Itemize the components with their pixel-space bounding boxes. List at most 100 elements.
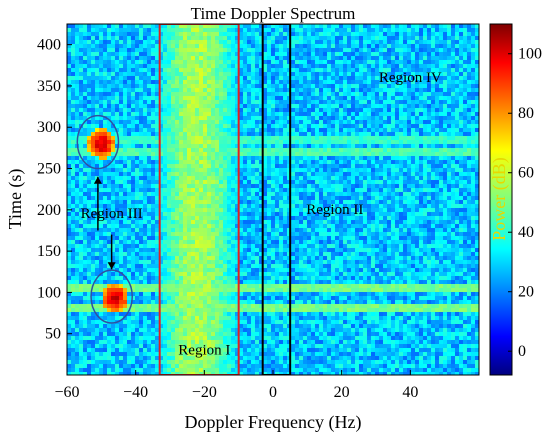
heatmap-cell: [395, 124, 399, 128]
heatmap-cell: [303, 80, 307, 84]
heatmap-cell: [439, 196, 443, 200]
heatmap-cell: [363, 196, 367, 200]
heatmap-cell: [367, 164, 371, 168]
heatmap-cell: [95, 56, 99, 60]
heatmap-cell: [267, 188, 271, 192]
heatmap-cell: [131, 204, 135, 208]
heatmap-cell: [75, 108, 79, 112]
heatmap-cell: [371, 112, 375, 116]
heatmap-cell: [183, 60, 187, 64]
heatmap-cell: [171, 136, 175, 140]
heatmap-cell: [447, 24, 451, 28]
heatmap-cell: [395, 56, 399, 60]
heatmap-cell: [399, 152, 403, 156]
heatmap-cell: [463, 188, 467, 192]
heatmap-cell: [391, 44, 395, 48]
heatmap-cell: [227, 68, 231, 72]
heatmap-cell: [459, 48, 463, 52]
heatmap-cell: [191, 60, 195, 64]
heatmap-cell: [375, 128, 379, 132]
heatmap-cell: [235, 176, 239, 180]
heatmap-cell: [251, 56, 255, 60]
heatmap-cell: [467, 152, 471, 156]
heatmap-cell: [287, 68, 291, 72]
heatmap-cell: [351, 140, 355, 144]
heatmap-cell: [367, 180, 371, 184]
heatmap-cell: [255, 76, 259, 80]
heatmap-cell: [287, 116, 291, 120]
heatmap-cell: [203, 204, 207, 208]
heatmap-cell: [199, 56, 203, 60]
heatmap-cell: [79, 56, 83, 60]
heatmap-cell: [463, 168, 467, 172]
heatmap-cell: [411, 172, 415, 176]
heatmap-cell: [443, 36, 447, 40]
heatmap-cell: [235, 100, 239, 104]
heatmap-cell: [291, 56, 295, 60]
heatmap-cell: [199, 24, 203, 28]
heatmap-cell: [291, 184, 295, 188]
heatmap-cell: [159, 128, 163, 132]
heatmap-cell: [211, 28, 215, 32]
heatmap-cell: [319, 64, 323, 68]
heatmap-cell: [111, 164, 115, 168]
heatmap-cell: [79, 24, 83, 28]
heatmap-cell: [327, 132, 331, 136]
heatmap-cell: [295, 200, 299, 204]
heatmap-cell: [147, 64, 151, 68]
heatmap-cell: [199, 120, 203, 124]
heatmap-cell: [71, 52, 75, 56]
heatmap-cell: [219, 84, 223, 88]
heatmap-cell: [379, 160, 383, 164]
heatmap-cell: [195, 208, 199, 212]
heatmap-cell: [127, 60, 131, 64]
heatmap-cell: [387, 184, 391, 188]
heatmap-cell: [143, 44, 147, 48]
heatmap-cell: [227, 172, 231, 176]
heatmap-cell: [271, 84, 275, 88]
heatmap-cell: [199, 80, 203, 84]
heatmap-cell: [355, 200, 359, 204]
heatmap-cell: [291, 152, 295, 156]
heatmap-cell: [471, 120, 475, 124]
heatmap-cell: [191, 40, 195, 44]
heatmap-cell: [123, 200, 127, 204]
heatmap-cell: [431, 40, 435, 44]
heatmap-cell: [179, 36, 183, 40]
heatmap-cell: [467, 44, 471, 48]
heatmap-cell: [99, 96, 103, 100]
heatmap-cell: [423, 200, 427, 204]
heatmap-cell: [275, 180, 279, 184]
heatmap-cell: [375, 172, 379, 176]
heatmap-cell: [271, 152, 275, 156]
heatmap-cell: [159, 212, 163, 216]
heatmap-cell: [355, 32, 359, 36]
heatmap-cell: [459, 204, 463, 208]
heatmap-cell: [403, 188, 407, 192]
heatmap-cell: [383, 160, 387, 164]
heatmap-cell: [411, 36, 415, 40]
heatmap-cell: [459, 32, 463, 36]
heatmap-cell: [371, 156, 375, 160]
heatmap-cell: [395, 104, 399, 108]
heatmap-cell: [175, 108, 179, 112]
heatmap-cell: [331, 172, 335, 176]
heatmap-cell: [419, 136, 423, 140]
heatmap-cell: [203, 88, 207, 92]
heatmap-cell: [155, 128, 159, 132]
heatmap-cell: [283, 156, 287, 160]
heatmap-cell: [191, 172, 195, 176]
heatmap-cell: [263, 112, 267, 116]
heatmap-cell: [299, 80, 303, 84]
heatmap-cell: [123, 136, 127, 140]
heatmap-cell: [467, 32, 471, 36]
heatmap-cell: [259, 64, 263, 68]
heatmap-cell: [247, 212, 251, 216]
heatmap-cell: [331, 120, 335, 124]
heatmap-cell: [423, 128, 427, 132]
heatmap-cell: [211, 104, 215, 108]
heatmap-cell: [203, 72, 207, 76]
heatmap-cell: [291, 32, 295, 36]
heatmap-cell: [451, 88, 455, 92]
heatmap-cell: [451, 140, 455, 144]
